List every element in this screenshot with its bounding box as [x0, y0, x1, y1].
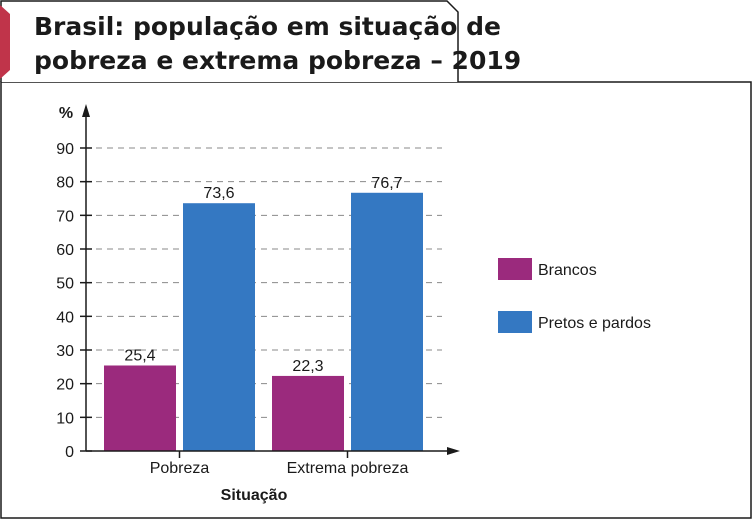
chart-title-line-2: pobreza e extrema pobreza – 2019: [34, 46, 521, 75]
y-tick-label: 70: [56, 208, 74, 225]
legend-swatch-brancos: [498, 258, 532, 280]
legend-label-pretos-e-pardos: Pretos e pardos: [538, 315, 651, 332]
y-axis-title: %: [59, 105, 73, 122]
legend-label-brancos: Brancos: [538, 262, 597, 279]
data-label: 25,4: [124, 347, 155, 364]
legend-swatch-pretos-e-pardos: [498, 311, 532, 333]
category-label: Extrema pobreza: [287, 460, 409, 477]
bar-pretos-e-pardos-extrema-pobreza: [351, 192, 423, 451]
y-tick-label: 0: [65, 444, 74, 461]
x-axis-arrow: [447, 447, 460, 455]
category-label: Pobreza: [150, 460, 210, 477]
x-axis-title: Situação: [221, 487, 288, 504]
bar-brancos-extrema-pobreza: [272, 375, 344, 451]
y-tick-label: 60: [56, 242, 74, 259]
y-tick-label: 30: [56, 343, 74, 360]
chart-title-line-1: Brasil: população em situação de: [34, 12, 501, 41]
bars: [104, 192, 423, 451]
category-labels: Pobreza Extrema pobreza: [150, 451, 409, 477]
data-label: 76,7: [371, 175, 402, 192]
data-label: 73,6: [203, 185, 234, 202]
y-tick-label: 90: [56, 141, 74, 158]
y-tick-label: 80: [56, 175, 74, 192]
data-label: 22,3: [292, 358, 323, 375]
y-ticks: 0 10 20 30 40 50 60 70 80 90: [56, 141, 92, 461]
bar-pretos-e-pardos-pobreza: [183, 203, 255, 451]
y-axis-arrow: [82, 104, 90, 117]
y-tick-label: 40: [56, 309, 74, 326]
title-accent: [0, 5, 10, 79]
legend: Brancos Pretos e pardos: [498, 258, 651, 333]
data-labels: 25,4 73,6 22,3 76,7: [124, 175, 402, 375]
y-tick-label: 50: [56, 276, 74, 293]
y-tick-label: 10: [56, 410, 74, 427]
bar-brancos-pobreza: [104, 365, 176, 451]
y-tick-label: 20: [56, 377, 74, 394]
